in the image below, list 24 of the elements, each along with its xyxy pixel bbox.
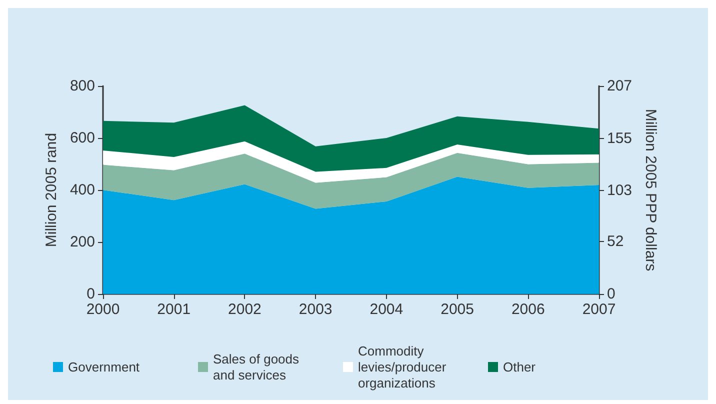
x-tick-label: 2005 bbox=[440, 301, 474, 318]
legend-label: Commodity levies/producer organizations bbox=[358, 344, 450, 390]
y-tick-label: 600 bbox=[70, 130, 95, 146]
x-tick-label: 2007 bbox=[582, 301, 616, 318]
x-tick-label: 2001 bbox=[157, 301, 191, 318]
legend-label: Other bbox=[503, 360, 536, 374]
y-axis-title: Million 2005 rand bbox=[43, 132, 60, 248]
legend-label: Government bbox=[68, 360, 140, 374]
y-tick-label: 800 bbox=[70, 78, 95, 94]
x-tick-label: 2006 bbox=[511, 301, 545, 318]
y2-tick-label: 52 bbox=[607, 233, 624, 250]
x-tick-label: 2000 bbox=[86, 301, 120, 318]
x-tick-label: 2003 bbox=[298, 301, 332, 318]
y2-tick-label: 155 bbox=[607, 130, 632, 147]
y2-tick-label: 0 bbox=[607, 286, 616, 302]
y2-tick-label: 207 bbox=[607, 78, 632, 94]
x-tick-label: 2004 bbox=[370, 301, 404, 318]
x-tick-label: 2002 bbox=[228, 301, 262, 318]
y-tick-label: 200 bbox=[70, 234, 95, 250]
legend-label: Sales of goods and services bbox=[213, 352, 303, 382]
y2-tick-label: 103 bbox=[607, 182, 632, 199]
y2-axis-title: Million 2005 PPP dollars bbox=[642, 108, 659, 272]
y-tick-label: 400 bbox=[70, 182, 95, 198]
y-tick-label: 0 bbox=[86, 286, 95, 302]
